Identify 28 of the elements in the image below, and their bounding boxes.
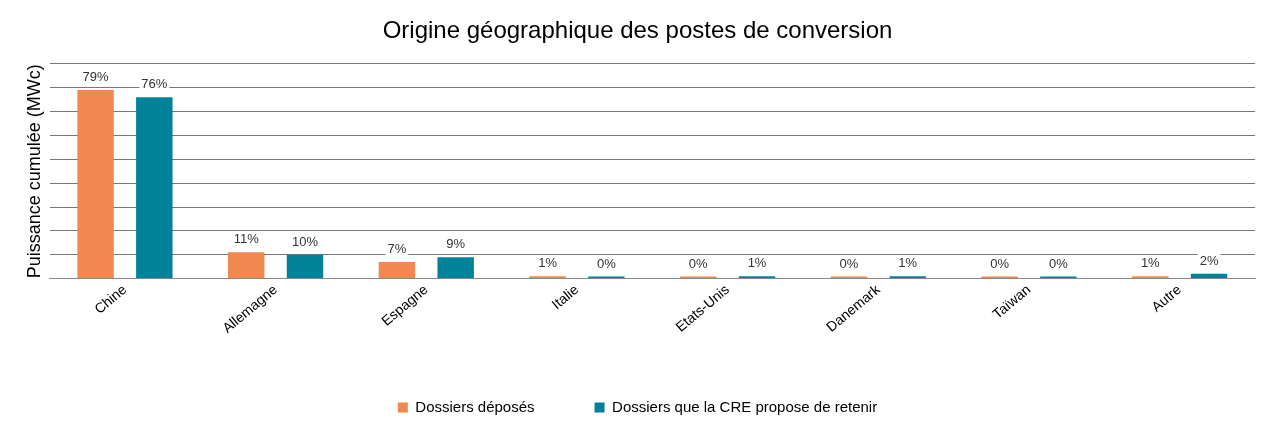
data-label: 79% [82, 69, 109, 85]
data-label: 7% [387, 240, 407, 256]
bar [136, 97, 173, 279]
data-label: 0% [990, 255, 1010, 271]
data-label: 1% [898, 255, 918, 271]
x-tick-label: Italie [548, 280, 582, 313]
data-label: 1% [538, 255, 558, 271]
data-label: 10% [291, 233, 319, 249]
bar [77, 90, 114, 279]
bar [286, 254, 324, 279]
data-label: 11% [233, 231, 260, 247]
data-label: 0% [1048, 255, 1069, 271]
bar [228, 252, 265, 279]
data-label: 1% [747, 255, 767, 271]
data-label: 0% [688, 255, 709, 271]
data-label: 0% [596, 255, 617, 271]
chart-title: Origine géographique des postes de conversion [382, 16, 893, 44]
data-label: 1% [1140, 255, 1161, 271]
legend-label: Dossiers que la CRE propose de retenir [612, 397, 878, 415]
bar [1190, 273, 1228, 279]
bar [378, 261, 416, 279]
data-label: 9% [446, 236, 466, 252]
data-label: 76% [141, 76, 168, 92]
y-axis-title: Puissance cumulée (MWc) [23, 64, 44, 279]
data-label: 0% [839, 255, 859, 271]
legend-label: Dossiers déposés [415, 397, 535, 415]
data-label: 2% [1199, 252, 1219, 268]
bar [437, 257, 474, 279]
